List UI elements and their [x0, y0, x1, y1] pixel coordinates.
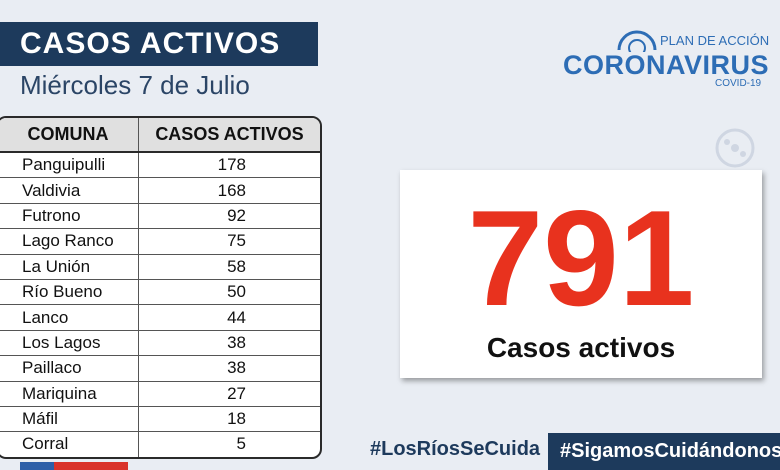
flag-red — [54, 462, 128, 470]
table-row: Lago Ranco 75 — [0, 228, 320, 255]
cell-count: 27 — [138, 380, 320, 407]
table-row: Mariquina 27 — [0, 380, 320, 407]
cell-comuna: Valdivia — [0, 177, 139, 204]
cell-count: 18 — [138, 405, 320, 432]
header-row: COMUNA CASOS ACTIVOS — [0, 118, 320, 153]
cell-comuna: Paillaco — [0, 355, 139, 382]
logo-name: CORONAVIRUS — [563, 50, 770, 80]
table-row: Panguipulli 178 — [0, 151, 320, 178]
cell-count: 178 — [138, 151, 320, 178]
logo-icon — [617, 30, 657, 52]
table-row: La Unión 58 — [0, 253, 320, 280]
summary-box: 791 Casos activos — [400, 170, 762, 378]
column-header: COMUNA — [0, 118, 139, 153]
cell-count: 168 — [138, 177, 320, 204]
cases-table: COMUNA CASOS ACTIVOS Panguipulli 178 Valdivi… — [0, 118, 320, 457]
cell-count: 58 — [138, 253, 320, 280]
hashtag: #SigamosCuidándonos — [548, 433, 780, 470]
cell-comuna: Lanco — [0, 304, 139, 331]
logo-sub: COVID-19 — [715, 78, 762, 89]
logo-plan: PLAN DE ACCIÓN — [660, 33, 770, 48]
cell-comuna: Corral — [0, 431, 139, 457]
cell-count: 75 — [138, 228, 320, 255]
cell-comuna: La Unión — [0, 253, 139, 280]
total-label: Casos activos — [486, 332, 676, 363]
table-row: Máfil 18 — [0, 405, 320, 432]
cell-comuna: Mariquina — [0, 380, 139, 407]
cell-comuna: Panguipulli — [0, 151, 139, 178]
column-header: CASOS ACTIVOS — [138, 118, 320, 153]
table-row: Futrono 92 — [0, 202, 320, 229]
cell-comuna: Los Lagos — [0, 329, 139, 356]
cell-comuna: Lago Ranco — [0, 228, 139, 255]
flag-blue — [20, 462, 54, 470]
table: COMUNA CASOS ACTIVOS Panguipulli 178 Valdivi… — [0, 116, 322, 459]
cell-count: 50 — [138, 278, 320, 305]
table-row: Valdivia 168 — [0, 177, 320, 204]
cell-count: 38 — [138, 355, 320, 382]
cell-comuna: Futrono — [0, 202, 139, 229]
cell-count: 44 — [138, 304, 320, 331]
table-row: Río Bueno 50 — [0, 278, 320, 305]
cell-count: 5 — [138, 431, 320, 457]
table-row: Lanco 44 — [0, 304, 320, 331]
table-row: Corral 5 — [0, 431, 320, 457]
virus-icon — [715, 128, 755, 168]
cell-count: 92 — [138, 202, 320, 229]
cell-count: 38 — [138, 329, 320, 356]
cell-comuna: Máfil — [0, 405, 139, 432]
title: CASOS ACTIVOS — [0, 22, 318, 66]
total-value: 791 — [467, 182, 695, 334]
subtitle: Miércoles 7 de Julio — [20, 70, 250, 100]
hashtag: #LosRíosSeCuida — [370, 438, 541, 460]
table-row: Los Lagos 38 — [0, 329, 320, 356]
table-row: Paillaco 38 — [0, 355, 320, 382]
cell-comuna: Río Bueno — [0, 278, 139, 305]
